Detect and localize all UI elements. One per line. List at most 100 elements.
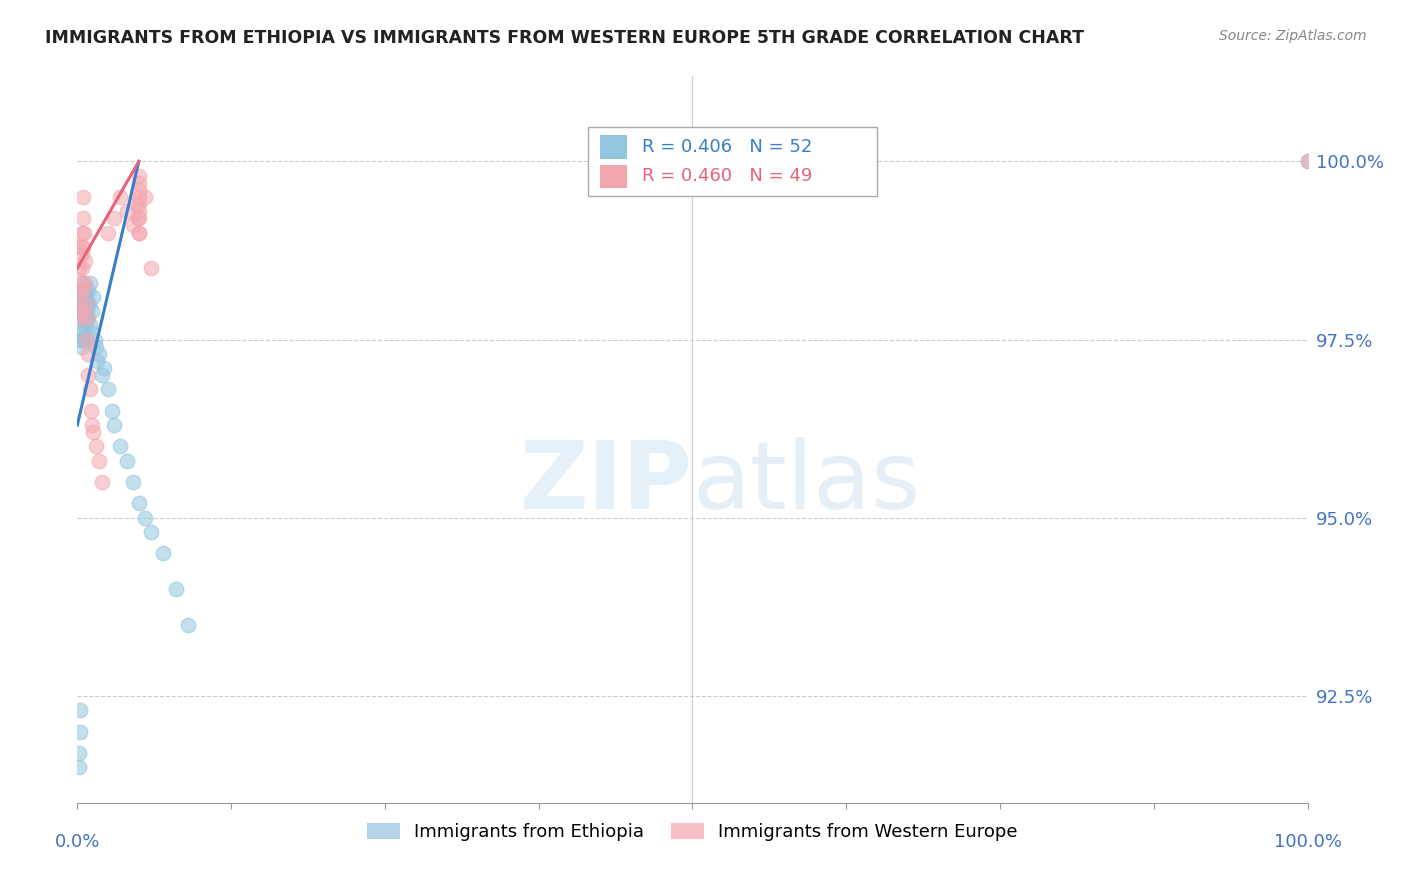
Point <box>141 524 163 539</box>
Point <box>121 219 143 233</box>
Point <box>128 211 150 226</box>
Point <box>89 347 111 361</box>
Point <box>67 760 90 774</box>
Point <box>76 304 98 318</box>
Point <box>69 311 91 326</box>
Text: IMMIGRANTS FROM ETHIOPIA VS IMMIGRANTS FROM WESTERN EUROPE 5TH GRADE CORRELATION: IMMIGRANTS FROM ETHIOPIA VS IMMIGRANTS F… <box>45 29 1084 46</box>
Point <box>128 496 150 510</box>
Point <box>76 311 98 326</box>
Point <box>75 297 97 311</box>
Point <box>82 418 104 433</box>
Point <box>75 311 97 326</box>
Text: atlas: atlas <box>693 437 921 529</box>
Point <box>110 439 132 453</box>
Point <box>86 354 108 368</box>
Point <box>97 226 120 240</box>
Point <box>77 311 100 326</box>
Point <box>67 283 90 297</box>
Point <box>73 318 96 333</box>
Point <box>72 304 94 318</box>
Point <box>115 204 138 219</box>
Point <box>70 311 93 326</box>
Point <box>128 183 150 197</box>
Point <box>84 340 107 354</box>
Point <box>73 290 96 304</box>
Bar <box>600 136 627 159</box>
Point <box>152 546 174 560</box>
Point <box>128 226 150 240</box>
Point <box>67 261 90 276</box>
Point <box>73 297 96 311</box>
Point <box>121 475 143 489</box>
Point <box>165 582 187 596</box>
Point <box>75 283 97 297</box>
Point <box>82 425 104 440</box>
Point <box>90 475 114 489</box>
Point <box>70 304 93 318</box>
Point <box>76 283 98 297</box>
Point <box>73 254 96 268</box>
Point <box>80 326 103 340</box>
Point <box>75 304 97 318</box>
Point <box>1296 154 1319 169</box>
Point <box>97 383 120 397</box>
Point <box>70 261 93 276</box>
Point <box>82 290 104 304</box>
Point <box>72 240 94 254</box>
Point <box>73 311 96 326</box>
Point <box>125 197 148 211</box>
Point <box>75 276 97 290</box>
Bar <box>588 127 877 195</box>
Point <box>72 276 94 290</box>
Point <box>115 453 138 467</box>
Point <box>128 169 150 183</box>
Point <box>79 276 101 290</box>
Point <box>103 418 125 433</box>
Point <box>76 333 98 347</box>
Text: R = 0.460   N = 49: R = 0.460 N = 49 <box>643 167 813 186</box>
Point <box>69 297 91 311</box>
Point <box>66 240 89 254</box>
Point <box>141 261 163 276</box>
Point <box>69 724 91 739</box>
Point <box>77 368 100 383</box>
Point <box>70 247 93 261</box>
Point <box>128 226 150 240</box>
Bar <box>600 164 627 188</box>
Point <box>75 290 97 304</box>
Point <box>83 333 105 347</box>
Point <box>67 746 90 760</box>
Point <box>70 340 93 354</box>
Point <box>70 226 93 240</box>
Point <box>1296 154 1319 169</box>
Point <box>72 333 94 347</box>
Point <box>72 211 94 226</box>
Point <box>82 304 104 318</box>
Legend: Immigrants from Ethiopia, Immigrants from Western Europe: Immigrants from Ethiopia, Immigrants fro… <box>360 815 1025 848</box>
Point <box>70 283 93 297</box>
Point <box>70 326 93 340</box>
Point <box>90 368 114 383</box>
Point <box>134 510 156 524</box>
Point <box>72 326 94 340</box>
Text: 0.0%: 0.0% <box>55 833 100 851</box>
Point <box>77 297 100 311</box>
Point <box>70 240 93 254</box>
Point <box>103 211 125 226</box>
Point <box>79 318 101 333</box>
Point <box>70 333 93 347</box>
Point <box>93 361 115 376</box>
Text: 100.0%: 100.0% <box>1274 833 1341 851</box>
Point <box>69 703 91 717</box>
Point <box>70 297 93 311</box>
Point <box>76 347 98 361</box>
Point <box>80 404 103 418</box>
Point <box>128 190 150 204</box>
Point <box>128 197 150 211</box>
Point <box>70 276 93 290</box>
Point <box>76 297 98 311</box>
Point <box>177 617 200 632</box>
Point <box>101 404 124 418</box>
Point <box>73 226 96 240</box>
Point <box>84 439 107 453</box>
